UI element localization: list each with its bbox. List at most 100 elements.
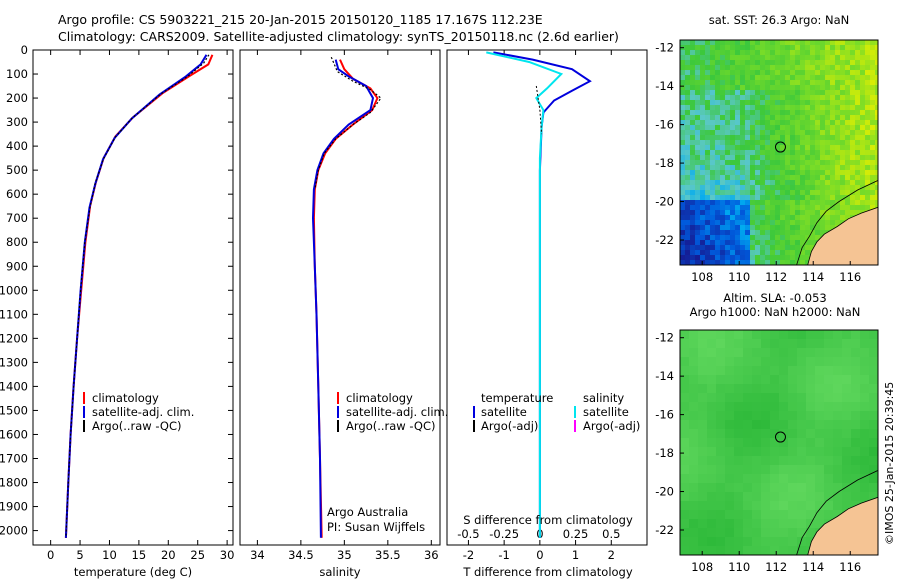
legend-label-sal-argo: Argo(-adj) [583, 419, 640, 433]
series-line-satellite-adj-clim- [311, 59, 375, 538]
salinity-axes [239, 49, 441, 546]
s-difference-label: S difference from climatology [463, 513, 633, 527]
x-tick-label: 15 [132, 548, 147, 562]
depth-tick-label: 0 [21, 43, 28, 57]
lon-tick-label: 116 [839, 560, 861, 574]
header-line-1: Argo profile: CS 5903221_215 20-Jan-2015… [58, 12, 543, 27]
argo-location-marker [774, 141, 786, 153]
header-line-2: Climatology: CARS2009. Satellite-adjuste… [58, 29, 619, 44]
x-tick-label: 1 [572, 548, 579, 562]
difference-axes [446, 49, 648, 546]
sst-heatmap [680, 40, 878, 265]
x-tick-label: 34.5 [288, 548, 314, 562]
lat-tick-label: -14 [655, 369, 674, 383]
top-x-tick-label: -0.25 [489, 527, 519, 541]
temperature-panel: 0100200300400500600700800900100011001200… [0, 43, 647, 579]
lat-tick-label: -18 [655, 156, 674, 170]
difference-panel: -2 -1 0 1 2-0.5 -0.25 0 0.25 0.5 temperature sat… [446, 49, 648, 579]
salinity-x-axis: 34 34.5 35 35.5 36 [250, 50, 439, 562]
depth-tick-label: 800 [6, 235, 28, 249]
sst-map-frame [679, 39, 879, 266]
depth-tick-label: 300 [6, 115, 28, 129]
x-tick-label: 0 [536, 548, 543, 562]
lon-tick-label: 112 [765, 560, 787, 574]
difference-legend: temperature satellite Argo(-adj) salinit… [473, 391, 640, 433]
depth-tick-label: 2000 [0, 524, 28, 538]
x-tick-label: 35.5 [375, 548, 401, 562]
top-x-tick-label: 0.25 [563, 527, 589, 541]
x-tick-label: 0 [47, 548, 54, 562]
legend-label-argo: Argo(..raw -QC) [346, 419, 436, 433]
legend-label-sal-satellite: satellite [583, 405, 629, 419]
difference-series [486, 51, 592, 538]
sla-map-subtitle: Argo h1000: NaN h2000: NaN [690, 305, 861, 319]
salinity-xlabel: salinity [319, 565, 360, 579]
sst-map-axes: 108 110 112 114 116 -12 -14 -16 -18 -20 -22 [655, 41, 861, 284]
legend-label-temp-argo: Argo(-adj) [481, 419, 538, 433]
lon-tick-label: 114 [802, 270, 824, 284]
lon-tick-label: 114 [802, 560, 824, 574]
legend-heading-salinity: salinity [583, 391, 624, 405]
coastline [807, 496, 878, 555]
legend-label-climatology: climatology [346, 391, 413, 405]
legend-label-climatology: climatology [92, 391, 159, 405]
depth-tick-label: 500 [6, 163, 28, 177]
legend-label-temp-satellite: satellite [481, 405, 527, 419]
series-line-argo-raw-qc- [65, 54, 210, 538]
depth-tick-label: 600 [6, 187, 28, 201]
legend-label-argo: Argo(..raw -QC) [92, 419, 182, 433]
depth-tick-label: 1900 [0, 500, 28, 514]
sst-map-panel: sat. SST: 26.3 Argo: NaN 108 110 112 114 116… [655, 13, 879, 284]
bathymetry-contour [796, 180, 878, 265]
argo-location-marker [774, 431, 786, 443]
temperature-x-axis: 0 5 10 15 20 25 30 [47, 50, 234, 562]
x-tick-label: 36 [424, 548, 439, 562]
lon-tick-label: 112 [765, 270, 787, 284]
sla-map-title: Altim. SLA: -0.053 [723, 291, 827, 305]
depth-tick-label: 1500 [0, 403, 28, 417]
x-tick-label: -2 [463, 548, 474, 562]
top-x-tick-label: -0.5 [457, 527, 479, 541]
lat-tick-label: -16 [655, 118, 674, 132]
lat-tick-label: -22 [655, 233, 674, 247]
x-tick-label: 20 [161, 548, 176, 562]
lon-tick-label: 116 [839, 270, 861, 284]
lat-tick-label: -16 [655, 408, 674, 422]
series-line-salinity-satellite [486, 51, 564, 538]
sla-land [796, 470, 878, 555]
depth-tick-label: 1300 [0, 355, 28, 369]
depth-tick-label: 1700 [0, 451, 28, 465]
x-tick-label: 30 [220, 548, 235, 562]
x-tick-label: 35 [337, 548, 352, 562]
depth-tick-label: 900 [6, 259, 28, 273]
lat-tick-label: -22 [655, 523, 674, 537]
series-line-argo-raw-qc- [314, 56, 382, 190]
x-tick-label: 34 [250, 548, 265, 562]
sla-heatmap [680, 330, 878, 555]
x-tick-label: 25 [190, 548, 205, 562]
legend-heading-temperature: temperature [481, 391, 553, 405]
difference-xlabel: T difference from climatology [462, 565, 633, 579]
lat-tick-label: -12 [655, 41, 674, 55]
sst-map-title: sat. SST: 26.3 Argo: NaN [709, 13, 850, 27]
argo-annotation-2: PI: Susan Wijffels [327, 520, 425, 534]
lat-tick-label: -18 [655, 446, 674, 460]
salinity-legend: climatology satellite-adj. clim. Argo(..… [337, 391, 448, 433]
series-line-argo-temperature-diff [535, 85, 543, 135]
lon-tick-label: 108 [691, 270, 713, 284]
depth-tick-label: 1100 [0, 307, 28, 321]
x-tick-label: 2 [608, 548, 615, 562]
depth-tick-label: 1800 [0, 476, 28, 490]
legend-label-satellite: satellite-adj. clim. [346, 405, 448, 419]
temperature-xlabel: temperature (deg C) [74, 565, 192, 579]
sla-map-axes: 108 110 112 114 116 -12 -14 -16 -18 -20 -22 [655, 331, 861, 574]
depth-tick-label: 1000 [0, 283, 28, 297]
depth-tick-label: 1200 [0, 331, 28, 345]
depth-tick-label: 1400 [0, 379, 28, 393]
lon-tick-label: 110 [728, 270, 750, 284]
coastline [807, 206, 878, 265]
argo-annotation-1: Argo Australia [327, 505, 408, 519]
sla-map-panel: Altim. SLA: -0.053 Argo h1000: NaN h2000… [655, 291, 879, 574]
temperature-legend: climatology satellite-adj. clim. Argo(..… [83, 391, 194, 433]
